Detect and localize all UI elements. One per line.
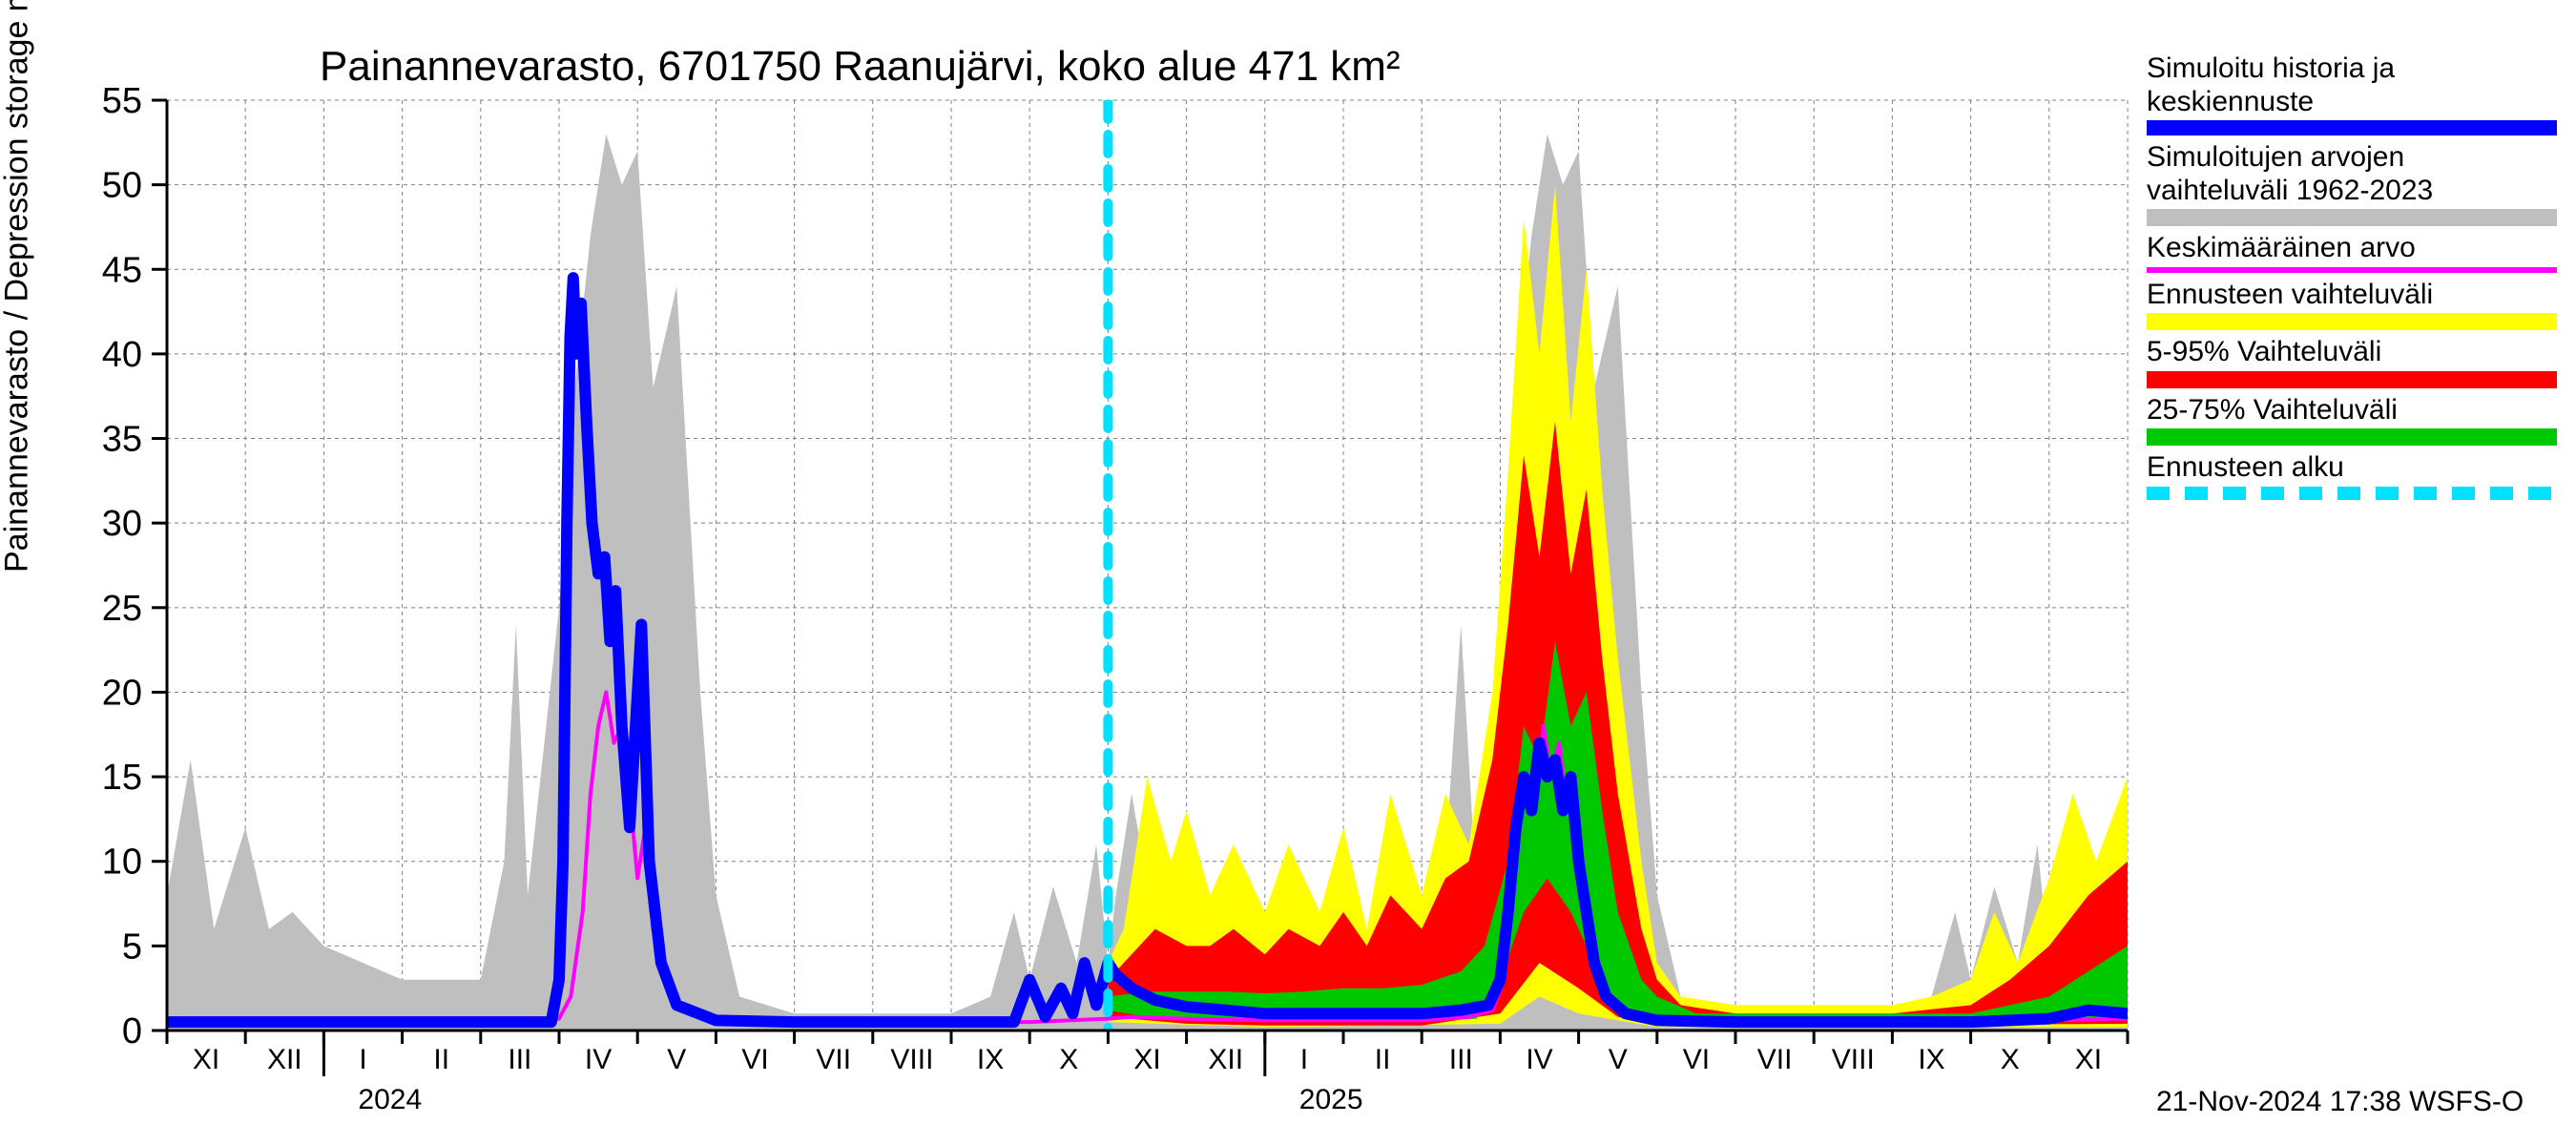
svg-text:III: III (508, 1044, 531, 1075)
svg-text:VIII: VIII (890, 1044, 933, 1075)
svg-text:10: 10 (102, 843, 142, 883)
chart-title: Painannevarasto, 6701750 Raanujärvi, kok… (320, 43, 1401, 91)
legend-label: Ennusteen vaihteluväli (2147, 279, 2557, 312)
legend-swatch (2147, 428, 2557, 446)
svg-text:45: 45 (102, 250, 142, 290)
legend-swatch (2147, 267, 2557, 273)
legend-entry: Keskimääräinen arvo (2147, 232, 2557, 273)
chart-container: Painannevarasto / Depression storage mm … (0, 0, 2576, 1145)
svg-text:IV: IV (585, 1044, 612, 1075)
legend-label: keskiennuste (2147, 86, 2557, 119)
svg-text:VI: VI (1683, 1044, 1710, 1075)
svg-text:V: V (667, 1044, 686, 1075)
legend-label: Simuloitujen arvojen (2147, 141, 2557, 175)
legend: Simuloitu historia jakeskiennusteSimuloi… (2147, 52, 2557, 506)
legend-label: vaihteluväli 1962-2023 (2147, 175, 2557, 208)
svg-text:20: 20 (102, 673, 142, 713)
svg-text:III: III (1449, 1044, 1473, 1075)
svg-text:VI: VI (741, 1044, 768, 1075)
svg-text:35: 35 (102, 420, 142, 460)
legend-swatch (2147, 313, 2557, 330)
legend-swatch (2147, 371, 2557, 388)
legend-label: Simuloitu historia ja (2147, 52, 2557, 86)
legend-entry: 5-95% Vaihteluväli (2147, 336, 2557, 388)
legend-entry: Ennusteen alku (2147, 451, 2557, 500)
svg-text:XII: XII (267, 1044, 302, 1075)
legend-swatch (2147, 487, 2557, 500)
svg-text:25: 25 (102, 589, 142, 629)
svg-text:30: 30 (102, 504, 142, 544)
svg-text:2025: 2025 (1299, 1084, 1363, 1115)
svg-text:15: 15 (102, 758, 142, 798)
legend-swatch (2147, 120, 2557, 135)
legend-label: 5-95% Vaihteluväli (2147, 336, 2557, 369)
svg-text:IX: IX (977, 1044, 1004, 1075)
svg-text:55: 55 (102, 81, 142, 121)
svg-text:XI: XI (193, 1044, 219, 1075)
svg-text:IX: IX (1918, 1044, 1944, 1075)
svg-text:VII: VII (1757, 1044, 1793, 1075)
legend-entry: 25-75% Vaihteluväli (2147, 394, 2557, 447)
svg-text:0: 0 (122, 1011, 142, 1051)
footer-timestamp: 21-Nov-2024 17:38 WSFS-O (2156, 1086, 2524, 1118)
svg-text:5: 5 (122, 926, 142, 967)
legend-label: Ennusteen alku (2147, 451, 2557, 485)
svg-text:XI: XI (1133, 1044, 1160, 1075)
svg-text:X: X (2001, 1044, 2020, 1075)
svg-text:50: 50 (102, 166, 142, 206)
legend-label: Keskimääräinen arvo (2147, 232, 2557, 265)
legend-entry: Simuloitujen arvojenvaihteluväli 1962-20… (2147, 141, 2557, 226)
svg-text:IV: IV (1526, 1044, 1552, 1075)
svg-text:I: I (359, 1044, 366, 1075)
svg-text:40: 40 (102, 335, 142, 375)
legend-label: 25-75% Vaihteluväli (2147, 394, 2557, 427)
legend-swatch (2147, 209, 2557, 226)
svg-text:I: I (1300, 1044, 1308, 1075)
svg-text:VIII: VIII (1832, 1044, 1875, 1075)
svg-text:II: II (433, 1044, 449, 1075)
svg-text:XII: XII (1208, 1044, 1243, 1075)
y-axis-label: Painannevarasto / Depression storage mm (0, 0, 36, 572)
legend-entry: Ennusteen vaihteluväli (2147, 279, 2557, 331)
svg-text:II: II (1375, 1044, 1391, 1075)
legend-entry: Simuloitu historia jakeskiennuste (2147, 52, 2557, 135)
svg-text:2024: 2024 (358, 1084, 422, 1115)
svg-text:VII: VII (816, 1044, 851, 1075)
svg-text:X: X (1059, 1044, 1078, 1075)
svg-text:V: V (1609, 1044, 1628, 1075)
svg-text:XI: XI (2075, 1044, 2102, 1075)
